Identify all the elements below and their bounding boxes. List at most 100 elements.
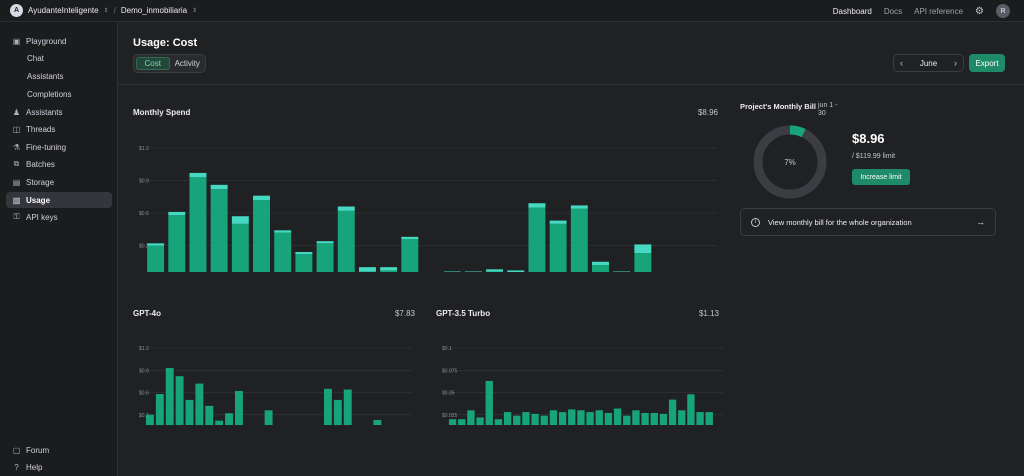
- robot-icon: ♟: [12, 107, 21, 117]
- chevron-right-icon[interactable]: ›: [953, 58, 957, 68]
- tab-activity[interactable]: Activity: [174, 59, 200, 68]
- bar: [448, 419, 457, 425]
- bar-gpt4o: [592, 265, 609, 272]
- bar-gpt4o: [570, 208, 588, 272]
- y-tick-label: $0.6: [139, 211, 149, 217]
- month-label[interactable]: June: [919, 58, 938, 68]
- bar-gpt4o: [486, 271, 504, 272]
- bar-gpt4o: [189, 177, 207, 272]
- nav-docs[interactable]: Docs: [883, 6, 903, 16]
- bar: [705, 412, 713, 425]
- chevron-left-icon[interactable]: ‹: [900, 58, 903, 68]
- sidebar-item-label: Completions: [27, 89, 72, 99]
- y-tick-label: $0.1: [442, 346, 452, 352]
- sidebar-item-api-keys[interactable]: ⚿ API keys: [6, 209, 112, 225]
- sidebar-item-label: Assistants: [26, 107, 63, 117]
- increase-limit-button[interactable]: Increase limit: [852, 169, 910, 185]
- bar: [343, 389, 352, 425]
- bar-gpt4o: [147, 245, 165, 272]
- sidebar-item-label: Chat: [27, 53, 44, 63]
- bar-gpt35: [549, 220, 567, 224]
- bar: [668, 399, 677, 425]
- bar-gpt4o: [358, 271, 376, 272]
- main-content: Usage: Cost Cost Activity ‹ June › Expor…: [118, 22, 1024, 476]
- chart-icon: ▥: [12, 195, 21, 205]
- nav-api-reference[interactable]: API reference: [914, 6, 964, 16]
- bar: [641, 412, 649, 425]
- view-org-bill-link[interactable]: i View monthly bill for the whole organi…: [740, 208, 996, 236]
- sidebar-item-fine-tuning[interactable]: ⚗ Fine-tuning: [6, 139, 112, 155]
- bar: [696, 412, 704, 425]
- sidebar-item-assistants[interactable]: Assistants: [6, 68, 112, 84]
- sidebar-item-assistants[interactable]: ♟ Assistants: [6, 104, 112, 120]
- chevron-updown-icon[interactable]: ⇕: [103, 8, 109, 14]
- bar: [549, 410, 558, 425]
- bar-gpt4o: [295, 254, 313, 272]
- org-avatar[interactable]: A: [10, 4, 23, 17]
- sidebar-item-label: Threads: [26, 124, 56, 134]
- bar: [264, 410, 273, 425]
- bar-gpt4o: [528, 207, 546, 272]
- bar-gpt35: [570, 205, 588, 209]
- sidebar-item-completions[interactable]: Completions: [6, 86, 112, 102]
- bill-donut: 7%: [753, 125, 827, 199]
- top-nav: Dashboard Docs API reference ⚙ R: [833, 4, 1010, 18]
- monthly-spend-chart: $1.2$0.9$0.6$0.3$001 Jun08 Jun15 Jun22 J…: [139, 146, 717, 272]
- export-button[interactable]: Export: [969, 54, 1005, 72]
- org-name[interactable]: AyudanteInteligente: [28, 6, 99, 15]
- bar-gpt4o: [316, 243, 334, 272]
- sidebar-item-label: Usage: [26, 195, 51, 205]
- bar-gpt4o: [549, 223, 567, 272]
- y-tick-label: $0.05: [442, 391, 455, 397]
- bar: [687, 394, 695, 425]
- y-tick-label: $0.3: [139, 244, 149, 250]
- header-divider: [118, 84, 1024, 85]
- help-icon: ?: [14, 462, 19, 472]
- bar: [522, 412, 530, 425]
- bar-gpt35: [464, 271, 482, 272]
- sidebar-item-usage[interactable]: ▥ Usage: [6, 192, 112, 208]
- bar: [323, 388, 332, 425]
- bar: [165, 368, 174, 425]
- month-selector: ‹ June ›: [893, 54, 964, 72]
- bar: [494, 419, 503, 425]
- y-tick-label: $0.3: [139, 413, 149, 419]
- sidebar-item-playground[interactable]: ▣ Playground: [6, 33, 112, 49]
- chevron-updown-icon[interactable]: ⇕: [192, 8, 198, 14]
- bar-gpt4o: [210, 189, 228, 272]
- nav-dashboard[interactable]: Dashboard: [832, 6, 872, 16]
- bar-gpt4o: [380, 270, 398, 272]
- bar-gpt35: [231, 216, 249, 224]
- key-icon: ⚿: [13, 212, 20, 221]
- bar: [145, 414, 154, 425]
- bar: [623, 415, 631, 425]
- user-avatar[interactable]: R: [996, 4, 1010, 18]
- tab-cost[interactable]: Cost: [136, 57, 170, 70]
- sidebar-item-label: Storage: [26, 177, 55, 187]
- storage-icon: ▤: [12, 177, 21, 187]
- sidebar-item-chat[interactable]: Chat: [6, 50, 112, 66]
- donut-slice-used: [753, 125, 827, 199]
- sidebar-item-help[interactable]: ? Help: [6, 459, 112, 475]
- info-icon: i: [751, 217, 760, 227]
- bar: [225, 413, 234, 425]
- bar: [373, 419, 382, 425]
- bar: [678, 410, 686, 425]
- arrow-right-icon: →: [976, 217, 985, 227]
- bar: [577, 410, 585, 425]
- bar: [503, 412, 512, 425]
- gpt4o-total: $7.83: [394, 309, 415, 318]
- org-project-switcher: A AyudanteInteligente ⇕ / Demo_inmobilia…: [10, 4, 197, 17]
- gear-icon[interactable]: ⚙: [975, 5, 984, 17]
- sidebar-item-batches[interactable]: ⧉ Batches: [6, 156, 112, 172]
- forum-icon: ▢: [12, 445, 21, 455]
- project-name[interactable]: Demo_inmobiliaria: [120, 6, 188, 15]
- bar-gpt35: [295, 252, 313, 255]
- sidebar-item-label: Fine-tuning: [26, 142, 67, 152]
- sidebar-item-threads[interactable]: ◫ Threads: [6, 121, 112, 137]
- bar-gpt35: [337, 206, 355, 211]
- y-tick-label: $0.025: [442, 413, 458, 419]
- sidebar-item-storage[interactable]: ▤ Storage: [6, 174, 112, 190]
- sidebar-item-forum[interactable]: ▢ Forum: [6, 442, 112, 458]
- bar: [650, 412, 658, 425]
